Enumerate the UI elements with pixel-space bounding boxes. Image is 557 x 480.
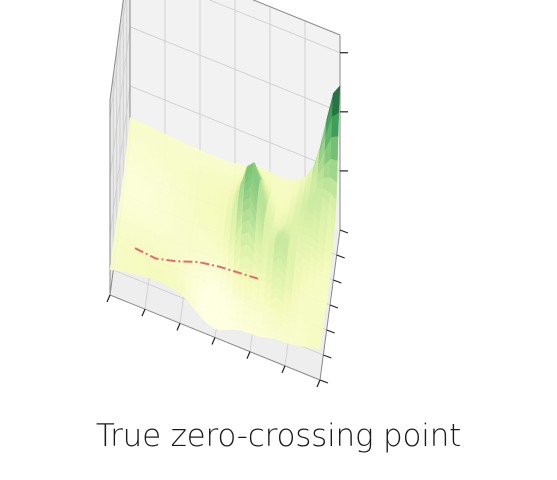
surface-facet	[218, 307, 225, 315]
y-tick	[337, 255, 345, 258]
surface-facet	[332, 113, 339, 138]
x-tick	[142, 309, 145, 316]
surface-facet	[269, 316, 276, 324]
surface-facet	[257, 304, 264, 311]
surface-facet	[217, 314, 224, 320]
surface-facet	[259, 273, 266, 281]
surface-facet	[286, 184, 293, 189]
surface-facet	[258, 289, 265, 298]
figure-caption: True zero-crossing point	[0, 418, 557, 454]
x-tick	[107, 295, 110, 302]
y-tick	[330, 305, 338, 308]
x-tick	[247, 352, 250, 359]
surface-facet	[123, 267, 130, 273]
y-tick	[323, 355, 331, 358]
x-tick	[317, 380, 320, 387]
surface-facet	[260, 265, 267, 273]
surface-facet	[220, 212, 227, 218]
surface-facet	[222, 194, 229, 199]
surface-facet	[256, 312, 263, 319]
surface-facet	[256, 318, 263, 325]
surface-facet	[220, 207, 227, 212]
surface-facet	[232, 178, 239, 181]
surface-facet	[110, 265, 117, 271]
y-tick	[327, 330, 335, 333]
surface-facet	[313, 343, 320, 349]
y-tick	[333, 280, 341, 283]
x-tick	[282, 366, 285, 373]
surface-facet	[238, 289, 245, 299]
surface-facet	[237, 298, 244, 307]
surface-facet	[235, 320, 242, 326]
surface-facet	[218, 228, 225, 234]
surface-facet	[219, 217, 226, 223]
surface-facet	[309, 193, 316, 198]
x-tick	[212, 338, 215, 345]
surface-facet	[268, 331, 275, 338]
surface-facet	[268, 324, 275, 332]
surface-facet	[217, 240, 224, 247]
surface-facet	[216, 246, 223, 253]
surface-facet	[294, 340, 301, 347]
surface-chart	[0, 0, 557, 410]
surface-facet	[237, 306, 244, 314]
surface-facet	[215, 253, 222, 261]
surface-facet	[217, 234, 224, 240]
surface-facet	[222, 198, 229, 203]
surface-facet	[218, 222, 225, 228]
y-tick	[320, 380, 328, 383]
surface-facet	[235, 325, 242, 331]
surface-facet	[236, 313, 243, 320]
surface-facet	[262, 324, 269, 331]
surface-facet	[307, 342, 314, 348]
surface-facet	[258, 297, 265, 305]
surface-facet	[221, 203, 228, 208]
surface-facet	[238, 279, 245, 290]
surface-facet	[331, 136, 338, 161]
surface-facet	[240, 256, 247, 269]
surface-facet	[261, 331, 268, 337]
surface-facet	[287, 179, 294, 184]
surface-facet	[259, 281, 266, 290]
surface-facet	[240, 244, 247, 258]
surface-facet	[117, 266, 124, 272]
surface-facet	[300, 341, 307, 347]
surface-facet	[299, 219, 306, 226]
y-tick	[340, 230, 348, 233]
x-tick	[177, 323, 180, 330]
surface-facet	[216, 320, 223, 324]
surface-facet	[269, 307, 276, 317]
